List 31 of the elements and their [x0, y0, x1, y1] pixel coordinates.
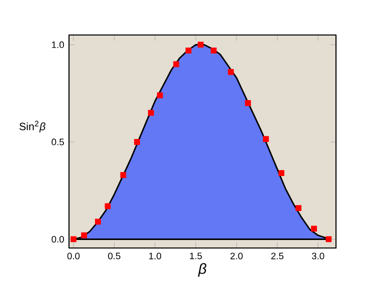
x-tick-label: 1.0	[149, 252, 162, 260]
point	[296, 205, 302, 212]
point	[134, 139, 140, 145]
point	[326, 236, 332, 242]
point	[156, 92, 163, 98]
x-axis-title: β	[198, 263, 206, 277]
point	[228, 69, 234, 75]
x-tick-label: 2.0	[230, 252, 243, 260]
y-tick-label: 0.0	[52, 236, 64, 243]
y-tick-label: 0.5	[52, 138, 64, 146]
x-tick-label: 2.5	[271, 252, 284, 260]
x-tick-label: 3.0	[312, 252, 324, 260]
y-axis-title: Sin$^{2}$β	[19, 120, 46, 132]
point	[311, 226, 317, 232]
point	[278, 170, 284, 176]
x-tick-label: 0.5	[108, 252, 120, 260]
y-tick-label: 1.0	[52, 41, 64, 48]
point	[70, 236, 76, 242]
point	[148, 110, 154, 116]
point	[81, 232, 88, 238]
point	[173, 61, 180, 68]
point	[95, 218, 101, 225]
point	[104, 203, 111, 210]
point	[210, 48, 217, 54]
point	[198, 42, 204, 48]
x-tick-label: 0.0	[67, 252, 80, 260]
point	[262, 136, 269, 142]
x-tick-label: 1.5	[190, 252, 202, 260]
point	[186, 48, 192, 54]
point	[120, 172, 126, 178]
point	[245, 100, 251, 106]
